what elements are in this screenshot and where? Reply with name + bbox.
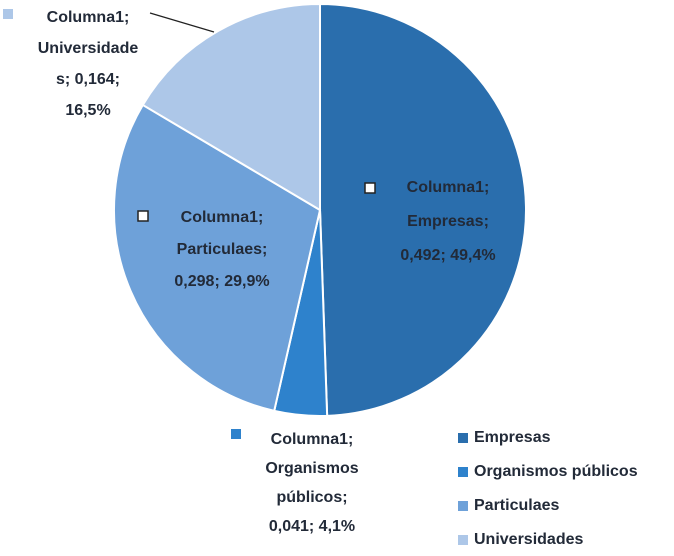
pie-slice [113,103,322,413]
legend-key [458,433,468,443]
data-label: Organismos [265,460,358,477]
data-label: Columna1; [271,431,354,448]
data-label: públicos; [276,489,347,506]
pie-slice [141,2,321,212]
label-key [231,429,241,439]
legend-label: Empresas [474,429,551,446]
data-label: 0,041; 4,1% [269,518,355,535]
label-key [3,9,13,19]
legend-key [458,467,468,477]
leader-line [149,12,215,33]
data-label: 0,298; 29,9% [174,273,269,290]
data-label: Universidade [38,40,139,57]
data-label: Particulaes; [177,241,268,258]
legend-key [458,535,468,545]
label-key [364,182,376,194]
data-label: Empresas; [407,213,489,230]
legend-label: Universidades [474,531,583,548]
data-label: Columna1; [47,9,130,26]
pie-slice [319,2,527,417]
data-label: 0,492; 49,4% [400,247,495,264]
data-label: s; 0,164; [56,71,120,88]
legend-label: Particulaes [474,497,559,514]
legend-label: Organismos públicos [474,463,638,480]
data-label: Columna1; [181,209,264,226]
label-key [137,210,149,222]
data-label: Columna1; [407,179,490,196]
legend-key [458,501,468,511]
data-label: 16,5% [65,102,110,119]
